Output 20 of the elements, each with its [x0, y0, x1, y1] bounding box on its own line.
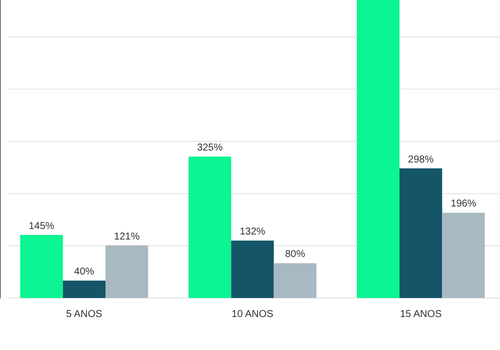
- data-label: 298%: [408, 154, 434, 166]
- data-label: 196%: [450, 198, 476, 210]
- data-label: 325%: [197, 142, 223, 154]
- data-label: 132%: [240, 226, 266, 238]
- bar: [62, 280, 106, 298]
- bar: [105, 245, 148, 298]
- data-label: 145%: [28, 220, 54, 232]
- x-tick-label: 10 ANOS: [232, 309, 274, 320]
- bar: [400, 168, 442, 298]
- data-label: 40%: [74, 266, 94, 278]
- bar: [356, 0, 400, 298]
- bar: [274, 263, 316, 298]
- bar: [442, 212, 485, 298]
- bar: [20, 234, 63, 298]
- bar: [231, 240, 274, 298]
- x-tick-label: 15 ANOS: [400, 309, 442, 320]
- bar: [188, 156, 232, 298]
- data-label: 121%: [114, 231, 140, 242]
- data-label: 80%: [285, 249, 306, 260]
- x-tick-label: 5 ANOS: [66, 309, 103, 320]
